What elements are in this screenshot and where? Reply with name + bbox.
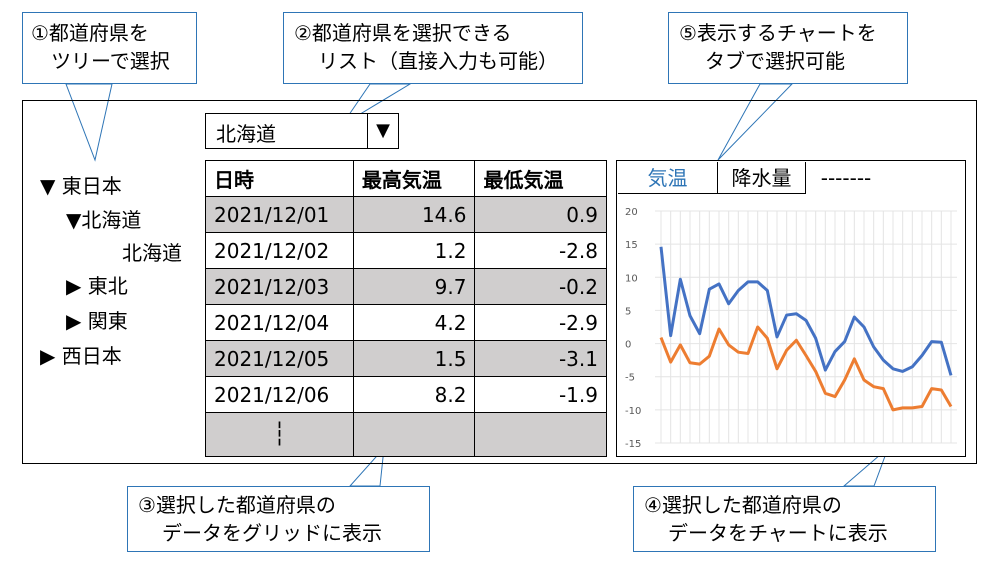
callout-chart: ④選択した都道府県の データをチャートに表示 — [633, 486, 936, 552]
table-row[interactable]: 2021/12/05 1.5 -3.1 — [205, 340, 607, 377]
dropdown-arrow-icon[interactable]: ▼ — [367, 114, 398, 148]
grid-cell-min[interactable]: -2.9 — [474, 304, 607, 341]
callout-tree: ①都道府県を ツリーで選択 — [22, 12, 197, 84]
grid-cell-date[interactable]: 2021/12/01 — [205, 196, 354, 233]
tree-node-east-japan[interactable]: ▼ 東日本 — [40, 174, 122, 198]
table-row[interactable]: 2021/12/06 8.2 -1.9 — [205, 376, 607, 413]
callout-tree-line1: ①都道府県を — [31, 21, 149, 45]
table-row[interactable]: 2021/12/03 9.7 -0.2 — [205, 268, 607, 305]
grid-cell-max[interactable]: 1.2 — [352, 232, 476, 269]
grid-cell-min[interactable]: -0.2 — [474, 268, 607, 305]
grid-cell-date[interactable]: 2021/12/03 — [205, 268, 354, 305]
tree-node-kanto[interactable]: ▶ 関東 — [66, 309, 128, 333]
tab-precipitation[interactable]: 降水量 — [718, 162, 806, 194]
prefecture-select-value[interactable]: 北海道 — [216, 122, 276, 146]
grid-cell-max[interactable]: 1.5 — [352, 340, 476, 377]
tree-node-hokkaido[interactable]: 北海道 — [122, 241, 182, 265]
y-tick-label: -10 — [625, 406, 641, 417]
grid-cell-empty — [474, 412, 607, 457]
tree-node-tohoku[interactable]: ▶ 東北 — [66, 274, 128, 298]
tab-temperature[interactable]: 気温 — [618, 162, 718, 194]
callout-list: ②都道府県を選択できる リスト（直接入力も可能） — [283, 12, 583, 84]
grid-cell-min[interactable]: -1.9 — [474, 376, 607, 413]
callout-grid-line1: ③選択した都道府県の — [138, 493, 336, 517]
grid-cell-min[interactable]: 0.9 — [474, 196, 607, 233]
grid-cell-min[interactable]: -3.1 — [474, 340, 607, 377]
y-tick-label: 5 — [625, 306, 631, 317]
tree-node-west-japan[interactable]: ▶ 西日本 — [40, 344, 122, 368]
table-row[interactable]: 2021/12/01 14.6 0.9 — [205, 196, 607, 233]
series-line-max — [659, 246, 953, 376]
continuation-mark: ┆ — [205, 412, 354, 457]
y-tick-label: 20 — [625, 207, 638, 218]
callout-tabs: ⑤表示するチャートを タブで選択可能 — [668, 12, 908, 84]
grid-header-datetime[interactable]: 日時 — [205, 160, 354, 197]
grid-cell-date[interactable]: 2021/12/04 — [205, 304, 354, 341]
callout-grid-line2: データをグリッドに表示 — [162, 521, 382, 545]
y-tick-label: -5 — [625, 373, 635, 384]
grid-cell-max[interactable]: 8.2 — [352, 376, 476, 413]
grid-header-row: 日時 最高気温 最低気温 — [205, 160, 607, 197]
series-line-min — [659, 325, 953, 412]
callout-chart-line1: ④選択した都道府県の — [644, 493, 842, 517]
temperature-chart: 20 15 10 5 0 -5 -10 -15 — [625, 207, 957, 450]
y-tick-label: 0 — [625, 340, 631, 351]
y-tick-label: -15 — [625, 439, 641, 450]
grid-cell-max[interactable]: 4.2 — [352, 304, 476, 341]
y-tick-label: 15 — [625, 240, 638, 251]
data-grid: 日時 最高気温 最低気温 2021/12/01 14.6 0.9 2021/12… — [205, 160, 607, 457]
grid-cell-max[interactable]: 9.7 — [352, 268, 476, 305]
grid-cell-empty — [352, 412, 476, 457]
callout-tabs-line1: ⑤表示するチャートを — [679, 21, 877, 45]
grid-cell-date[interactable]: 2021/12/06 — [205, 376, 354, 413]
grid-cell-date[interactable]: 2021/12/05 — [205, 340, 354, 377]
callout-list-line1: ②都道府県を選択できる — [294, 21, 512, 45]
tree-node-hokkaido-group[interactable]: ▼北海道 — [66, 208, 142, 232]
grid-cell-date[interactable]: 2021/12/02 — [205, 232, 354, 269]
y-tick-label: 10 — [625, 273, 638, 284]
prefecture-select[interactable]: 北海道 ▼ — [205, 113, 399, 149]
callout-tree-line2: ツリーで選択 — [31, 49, 170, 73]
callout-grid: ③選択した都道府県の データをグリッドに表示 — [127, 486, 430, 552]
table-row[interactable]: 2021/12/02 1.2 -2.8 — [205, 232, 607, 269]
grid-header-min-temp[interactable]: 最低気温 — [474, 160, 607, 197]
callout-tabs-line2: タブで選択可能 — [705, 49, 845, 73]
table-row-continuation: ┆ — [205, 412, 607, 457]
app-frame — [22, 100, 977, 464]
callout-list-line2: リスト（直接入力も可能） — [318, 49, 558, 73]
table-row[interactable]: 2021/12/04 4.2 -2.9 — [205, 304, 607, 341]
callout-chart-line2: データをチャートに表示 — [668, 521, 888, 545]
grid-cell-max[interactable]: 14.6 — [352, 196, 476, 233]
grid-cell-min[interactable]: -2.8 — [474, 232, 607, 269]
tab-more[interactable]: ------- — [820, 166, 872, 190]
grid-header-max-temp[interactable]: 最高気温 — [352, 160, 476, 197]
